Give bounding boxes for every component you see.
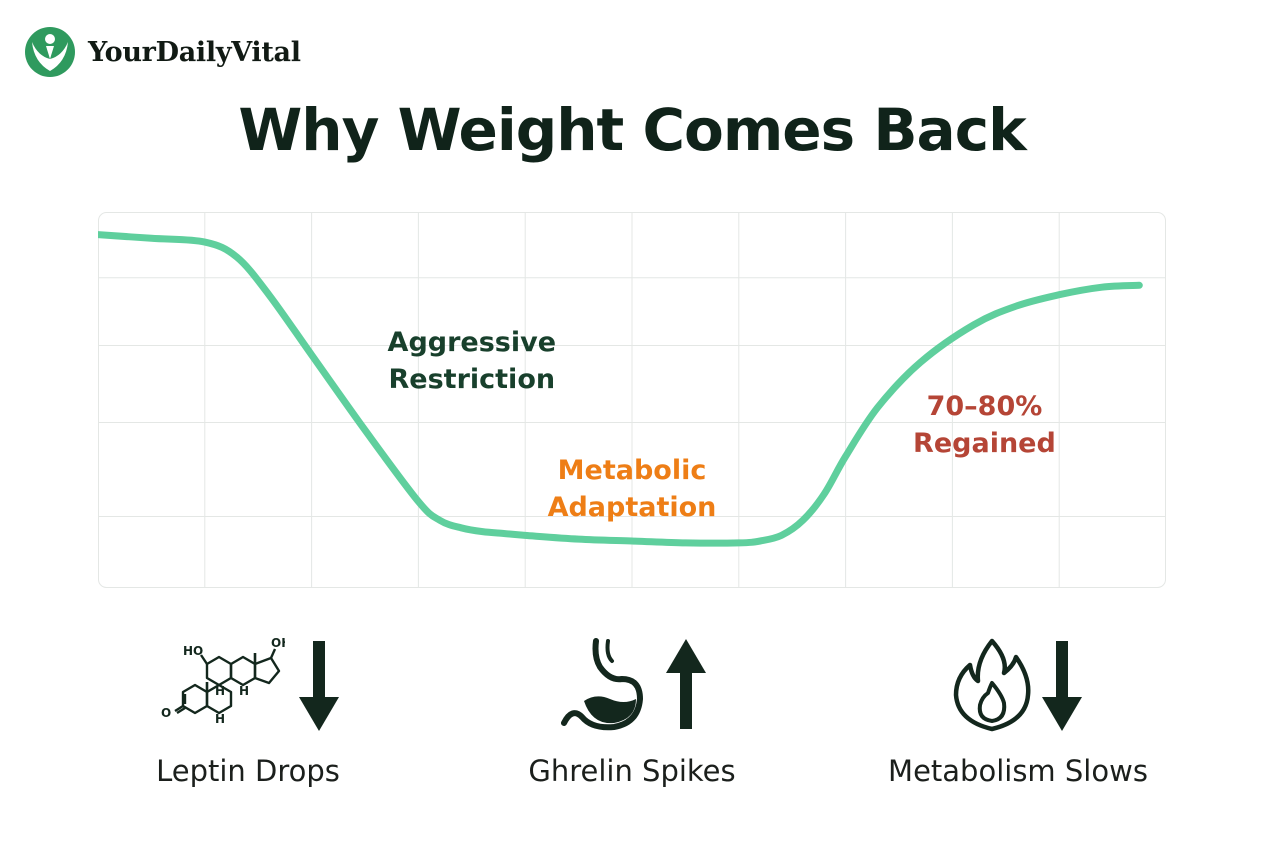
indicator-metabolism: Metabolism Slows [838,630,1198,788]
indicator-label: Leptin Drops [156,754,340,788]
weight-curve-line [98,231,1143,547]
chart-annotation: Aggressive Restriction [388,327,557,395]
chart-annotation: Metabolic Adaptation [548,455,717,523]
chart-annotation-line: 70–80% [927,391,1043,422]
flame-icon [953,638,1031,732]
indicator-label: Ghrelin Spikes [528,754,736,788]
chart-annotations: Aggressive Restriction Metabolic Adaptation… [388,327,1056,523]
chart-annotation-line: Aggressive [388,327,557,358]
chart-annotation-line: Metabolic [558,455,707,486]
molecule-h-label: H [239,684,249,698]
chart-annotation: 70–80% Regained [913,391,1056,459]
molecule-h-label: H [215,684,225,698]
arrow-up-icon [666,639,706,729]
molecule-h-label: H [215,712,225,726]
indicator-ghrelin: Ghrelin Spikes [452,630,812,788]
chart-annotation-line: Restriction [389,364,556,395]
weight-chart: Aggressive Restriction Metabolic Adaptation… [98,212,1166,588]
molecule-ho-label: HO [183,644,203,658]
indicator-leptin: HO OH O H H H Leptin Drops [68,630,428,788]
chart-annotation-line: Regained [913,428,1056,459]
page-title: Why Weight Comes Back [238,96,1026,164]
arrow-down-icon [1042,641,1082,731]
chart-series [98,231,1143,547]
molecule-oh-label: OH [271,637,285,650]
chart-canvas: Aggressive Restriction Metabolic Adaptation… [98,212,1166,588]
molecule-o-label: O [161,706,171,720]
indicator-label: Metabolism Slows [888,754,1148,788]
stomach-icon [561,638,643,731]
chart-grid [98,212,1166,588]
chart-annotation-line: Adaptation [548,492,717,523]
arrow-down-icon [299,641,339,731]
steroid-molecule-icon: HO OH O H H H [161,637,285,726]
brand: YourDailyVital [24,26,301,78]
person-leaf-logo-icon [25,27,75,77]
brand-name: YourDailyVital [88,36,301,68]
